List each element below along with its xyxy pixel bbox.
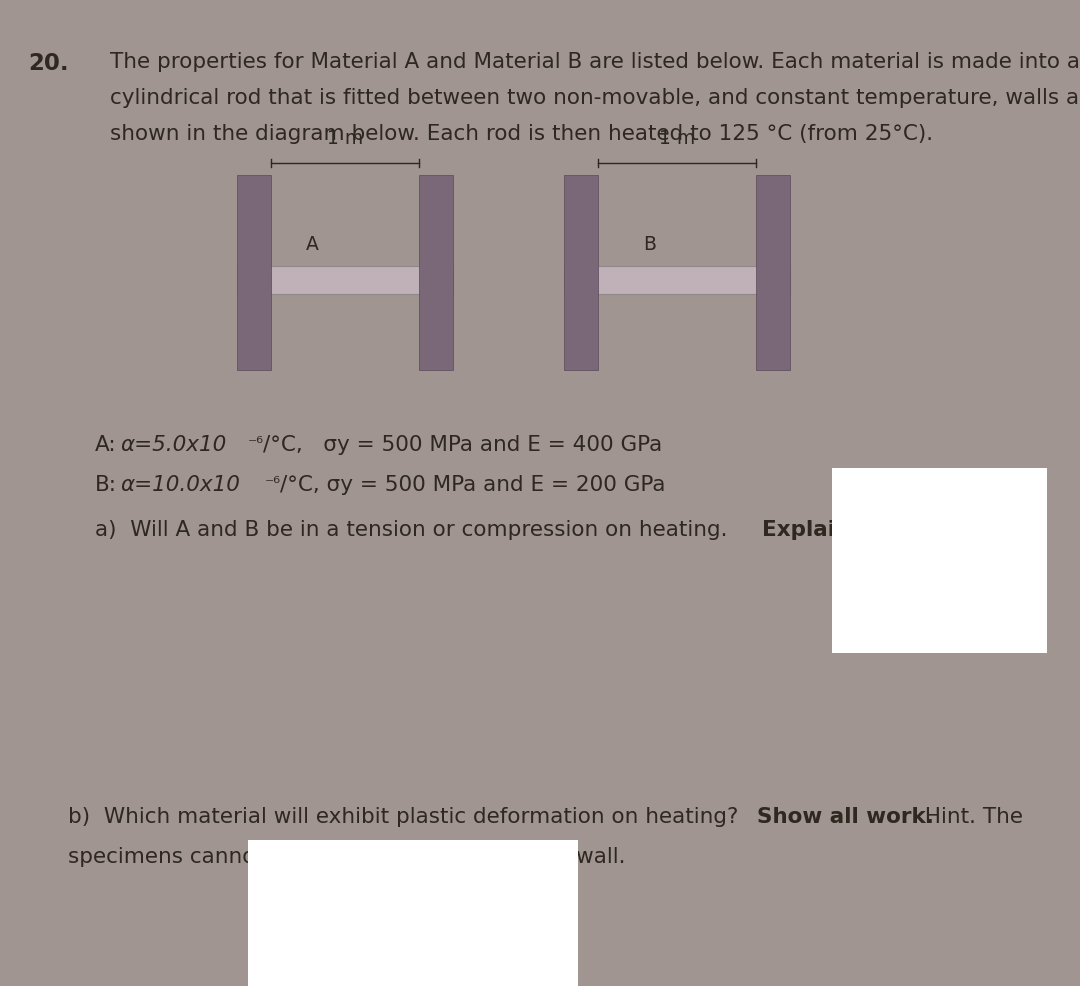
Text: specimens cannot move into the non-movable wall.: specimens cannot move into the non-movab… xyxy=(68,847,625,867)
Text: /°C, σy = 500 MPa and E = 200 GPa: /°C, σy = 500 MPa and E = 200 GPa xyxy=(280,475,665,495)
Bar xyxy=(237,266,453,294)
Text: α=10.0x10: α=10.0x10 xyxy=(120,475,240,495)
Text: The properties for Material A and Material B are listed below. Each material is : The properties for Material A and Materi… xyxy=(110,52,1080,72)
Text: ⁻⁶: ⁻⁶ xyxy=(265,475,281,493)
Text: B:: B: xyxy=(95,475,117,495)
Bar xyxy=(564,266,789,294)
Text: /°C,   σy = 500 MPa and E = 400 GPa: /°C, σy = 500 MPa and E = 400 GPa xyxy=(264,435,662,455)
Text: cylindrical rod that is fitted between two non-movable, and constant temperature: cylindrical rod that is fitted between t… xyxy=(110,88,1080,108)
Text: A: A xyxy=(306,235,319,254)
Text: 1 m: 1 m xyxy=(659,129,696,148)
Bar xyxy=(248,840,578,986)
Text: Show all work.: Show all work. xyxy=(757,807,934,827)
Text: 1 m: 1 m xyxy=(327,129,363,148)
Bar xyxy=(419,175,453,370)
Text: Hint. The: Hint. The xyxy=(912,807,1023,827)
Bar xyxy=(237,175,271,370)
Text: ⁻⁶: ⁻⁶ xyxy=(248,435,264,453)
Text: a)  Will A and B be in a tension or compression on heating.: a) Will A and B be in a tension or compr… xyxy=(95,520,734,540)
Bar xyxy=(756,175,789,370)
Text: A:: A: xyxy=(95,435,117,455)
Text: B: B xyxy=(643,235,656,254)
Text: Explain.: Explain. xyxy=(762,520,859,540)
Text: 20.: 20. xyxy=(28,52,69,75)
Text: b)  Which material will exhibit plastic deformation on heating?: b) Which material will exhibit plastic d… xyxy=(68,807,745,827)
Bar xyxy=(564,175,598,370)
Bar xyxy=(832,468,1047,653)
Text: shown in the diagram below. Each rod is then heated to 125 °C (from 25°C).: shown in the diagram below. Each rod is … xyxy=(110,124,933,144)
Text: α=5.0x10: α=5.0x10 xyxy=(120,435,226,455)
